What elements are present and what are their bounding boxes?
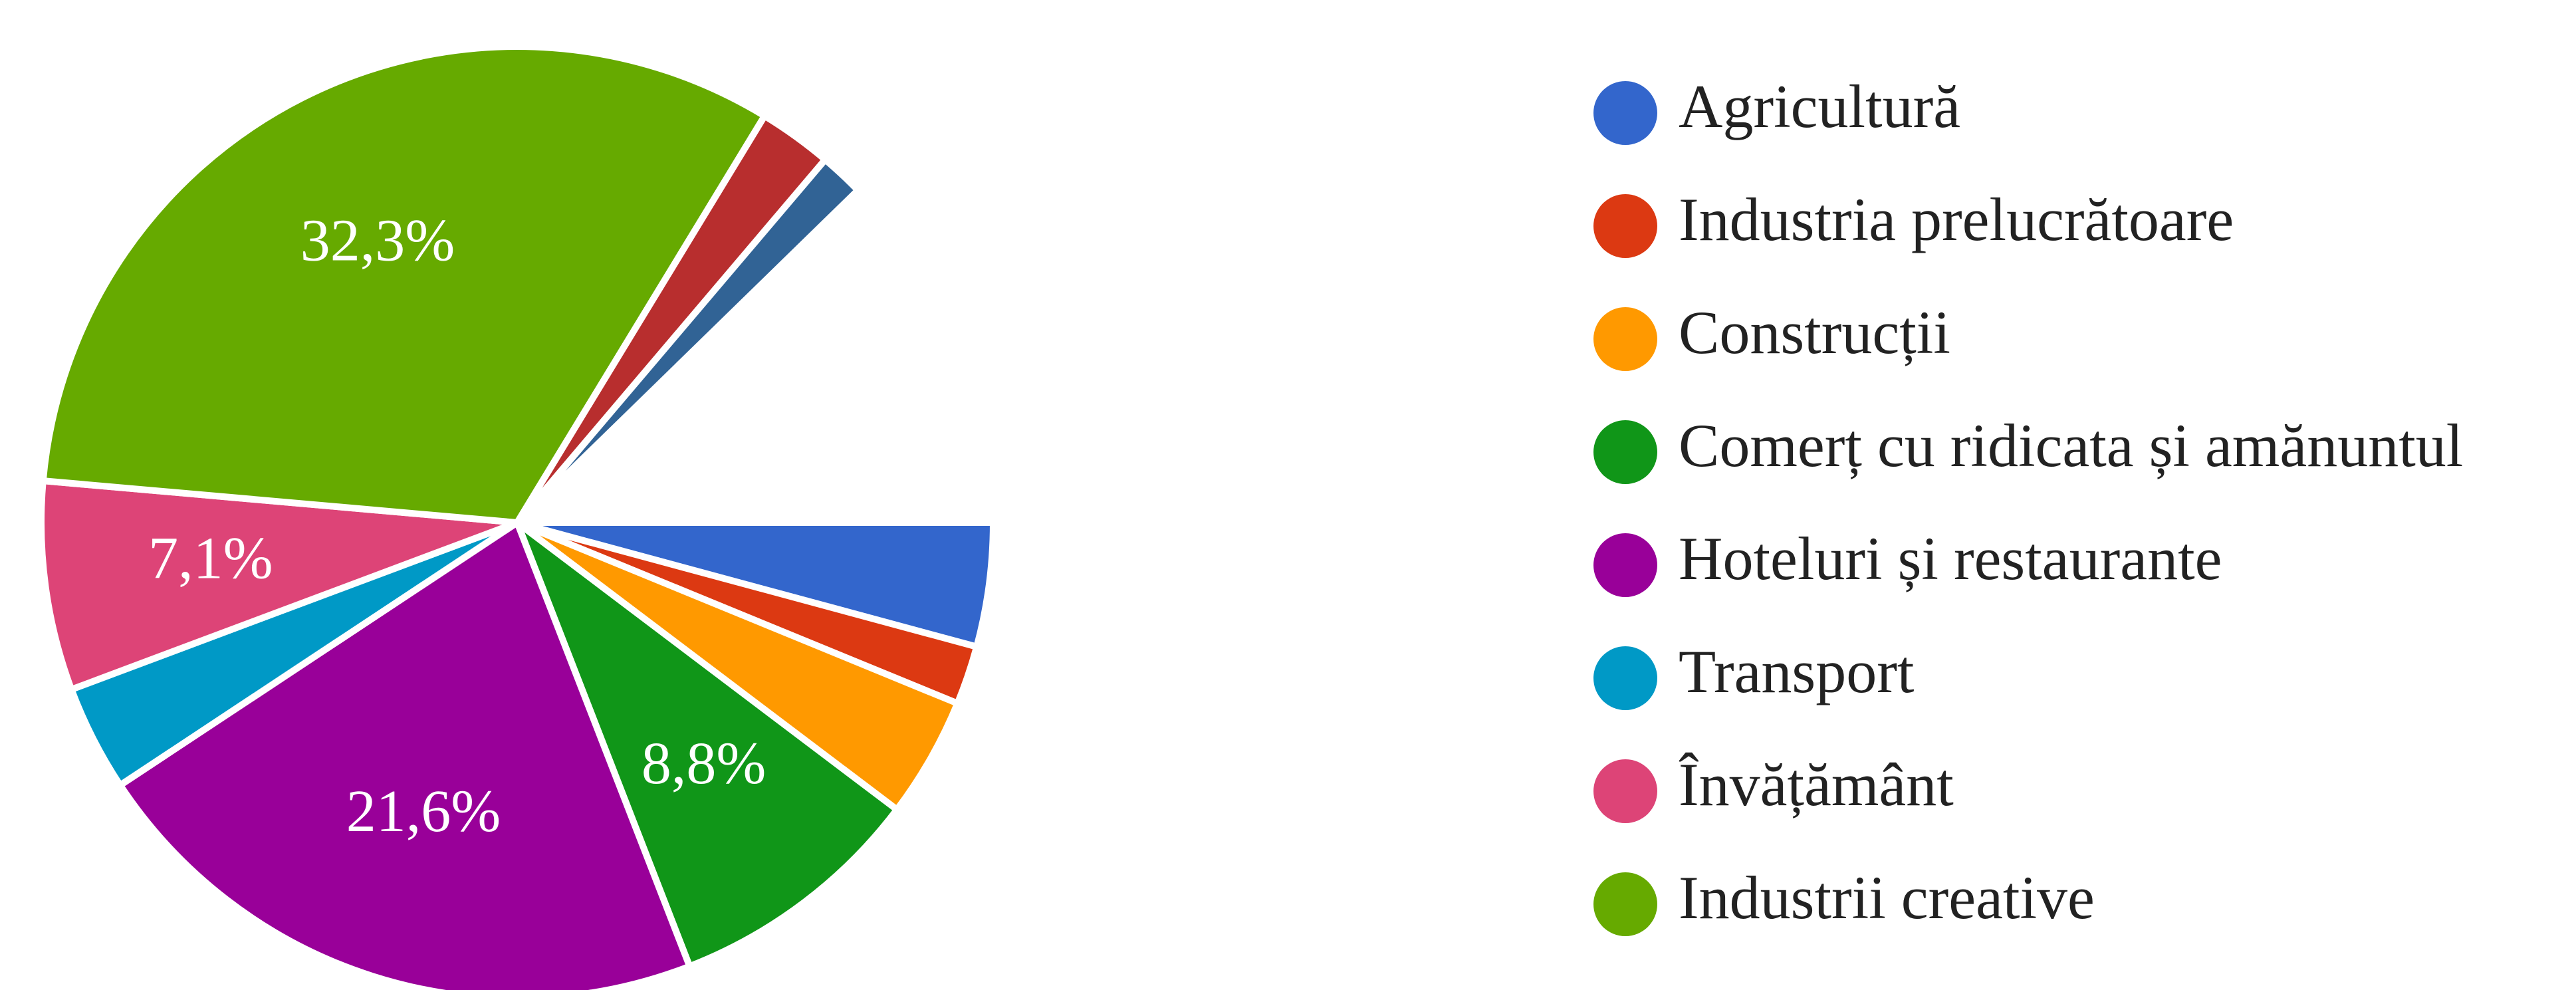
legend-swatch [1593,420,1657,484]
pie-slice [509,513,902,971]
legend-swatch [1593,872,1657,936]
legend-swatch [1593,759,1657,823]
pie-slice [515,155,863,525]
legend-swatch [1593,307,1657,371]
pie-slice [38,477,519,694]
legend-label: Agricultură [1679,72,1960,140]
legend-label: Hoteluri și restaurante [1679,525,2222,592]
legend-swatch [1593,533,1657,597]
legend-swatch [1593,646,1657,710]
legend-label: Industrii creative [1679,864,2095,931]
slice-label: 7,1% [148,525,273,591]
legend-label: Comerț cu ridicata și amănuntul [1679,412,2463,479]
legend-swatch [1593,194,1657,258]
legend-label: Transport [1679,638,1915,705]
legend-label: Construcții [1679,299,1950,366]
legend-label: Industria prelucrătoare [1679,186,2234,253]
slice-label: 32,3% [300,207,455,273]
slice-label: 21,6% [346,779,501,844]
pie-slice [115,517,694,990]
pie-slice [39,43,770,527]
legend-label: Învățământ [1679,751,1954,818]
legend-swatch [1593,81,1657,145]
slice-label: 8,8% [642,731,766,797]
